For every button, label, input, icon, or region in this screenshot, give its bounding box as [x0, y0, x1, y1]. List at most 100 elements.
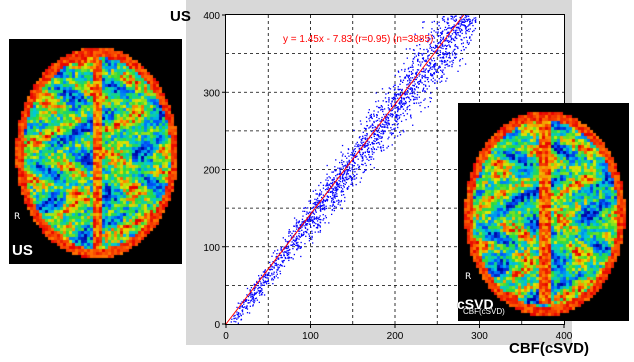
data-point — [305, 223, 307, 226]
data-point — [231, 318, 233, 320]
data-point — [396, 107, 399, 109]
data-point — [464, 63, 467, 65]
data-point — [440, 40, 442, 42]
data-point — [293, 253, 296, 256]
data-point — [456, 37, 458, 40]
data-point — [353, 129, 355, 132]
data-point — [322, 219, 324, 221]
data-point — [296, 244, 298, 247]
data-point — [413, 88, 416, 90]
data-point — [300, 246, 302, 248]
data-point — [297, 247, 299, 250]
data-point — [333, 201, 336, 203]
data-point — [303, 231, 305, 233]
data-point — [250, 294, 252, 296]
data-point — [426, 88, 428, 90]
data-point — [281, 249, 283, 251]
data-point — [246, 294, 248, 296]
data-point — [415, 55, 418, 57]
data-point — [366, 125, 368, 127]
data-point — [390, 103, 392, 105]
data-point — [391, 144, 393, 146]
data-point — [439, 66, 441, 68]
data-point — [422, 21, 424, 23]
data-point — [449, 46, 452, 48]
data-point — [457, 47, 459, 50]
data-point — [324, 200, 326, 203]
data-point — [371, 130, 373, 133]
data-point — [446, 63, 449, 65]
data-point — [448, 24, 450, 27]
data-point — [449, 27, 451, 29]
data-point — [441, 17, 444, 20]
data-point — [249, 300, 252, 302]
data-point — [446, 77, 448, 80]
data-point — [266, 283, 268, 285]
data-point — [349, 170, 352, 172]
data-point — [389, 115, 391, 117]
data-point — [300, 233, 303, 235]
data-point — [268, 272, 270, 274]
data-point — [343, 182, 345, 185]
data-point — [404, 103, 407, 105]
data-point — [397, 123, 399, 125]
data-point — [368, 159, 370, 162]
data-point — [359, 136, 361, 138]
data-point — [411, 92, 414, 95]
regression-line — [225, 14, 465, 325]
data-point — [436, 87, 438, 89]
data-point — [295, 244, 297, 247]
data-point — [400, 106, 402, 109]
data-point — [377, 100, 380, 102]
x-tick-label: 100 — [302, 331, 319, 342]
data-point — [411, 89, 414, 91]
data-point — [365, 164, 367, 167]
data-point — [250, 299, 253, 301]
data-point — [417, 81, 419, 83]
data-point — [435, 62, 437, 65]
data-point — [325, 216, 328, 219]
data-point — [392, 132, 394, 134]
data-point — [463, 37, 465, 39]
data-point — [437, 67, 439, 70]
data-point — [284, 256, 286, 259]
data-point — [427, 70, 429, 72]
data-point — [377, 129, 380, 131]
data-point — [320, 196, 323, 199]
data-point — [348, 175, 350, 177]
data-point — [362, 144, 364, 146]
data-point — [367, 140, 369, 142]
data-point — [328, 183, 330, 185]
data-point — [465, 36, 468, 38]
data-point — [414, 33, 416, 35]
data-point — [368, 153, 370, 156]
data-point — [271, 268, 273, 271]
data-point — [322, 194, 325, 196]
data-point — [366, 158, 368, 160]
data-point — [450, 35, 452, 37]
data-point — [286, 254, 288, 256]
data-point — [353, 175, 355, 178]
data-point — [389, 88, 392, 90]
data-point — [352, 165, 354, 167]
data-point — [366, 144, 369, 147]
data-point — [247, 295, 250, 298]
data-point — [450, 28, 453, 30]
data-point — [409, 98, 411, 101]
data-point — [350, 183, 352, 186]
data-point — [455, 33, 457, 35]
data-point — [474, 27, 477, 30]
data-point — [375, 148, 378, 151]
data-point — [344, 176, 346, 179]
data-point — [247, 299, 250, 301]
data-point — [307, 218, 309, 220]
data-point — [342, 177, 344, 179]
data-point — [312, 242, 314, 244]
data-point — [372, 146, 374, 148]
data-point — [389, 132, 391, 134]
data-point — [375, 92, 377, 94]
data-point — [367, 151, 369, 154]
data-point — [431, 74, 433, 76]
data-point — [373, 135, 375, 138]
data-point — [441, 33, 443, 35]
